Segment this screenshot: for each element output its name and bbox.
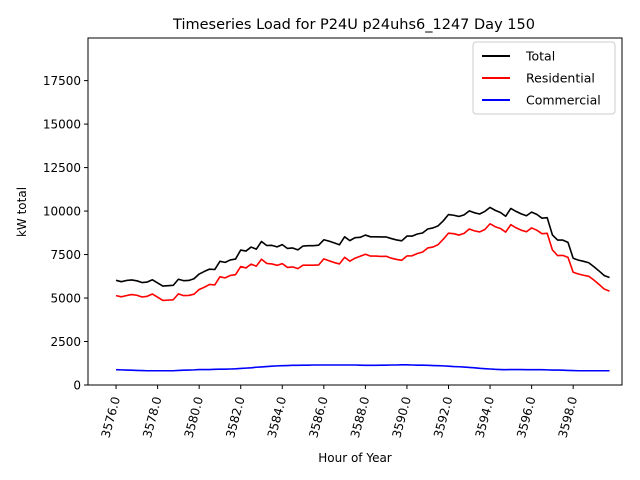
legend-label-total: Total	[525, 49, 555, 64]
chart-title: Timeseries Load for P24U p24uhs6_1247 Da…	[172, 17, 535, 33]
series-layer	[115, 206, 610, 372]
y-axis: 0 2500 5000 7500 10000 12500 15000 17500	[43, 74, 88, 393]
legend: Total Residential Commercial	[472, 41, 616, 115]
y-tick-label: 17500	[43, 74, 81, 88]
y-tick-label: 7500	[50, 248, 81, 262]
legend-label-residential: Residential	[526, 71, 595, 86]
x-axis-label: Hour of Year	[318, 451, 392, 465]
series-line-commercial	[116, 364, 610, 372]
y-tick-label: 0	[73, 379, 81, 393]
y-tick-label: 10000	[43, 205, 81, 219]
y-tick-label: 2500	[50, 335, 81, 349]
y-tick-label: 5000	[50, 292, 81, 306]
y-axis-label: kW total	[15, 187, 29, 237]
series-line-residential	[115, 222, 610, 302]
legend-label-commercial: Commercial	[526, 93, 601, 108]
y-tick-label: 12500	[43, 161, 81, 175]
y-tick-label: 15000	[43, 118, 81, 132]
series-line-total	[115, 206, 610, 287]
legend-box	[472, 41, 616, 115]
